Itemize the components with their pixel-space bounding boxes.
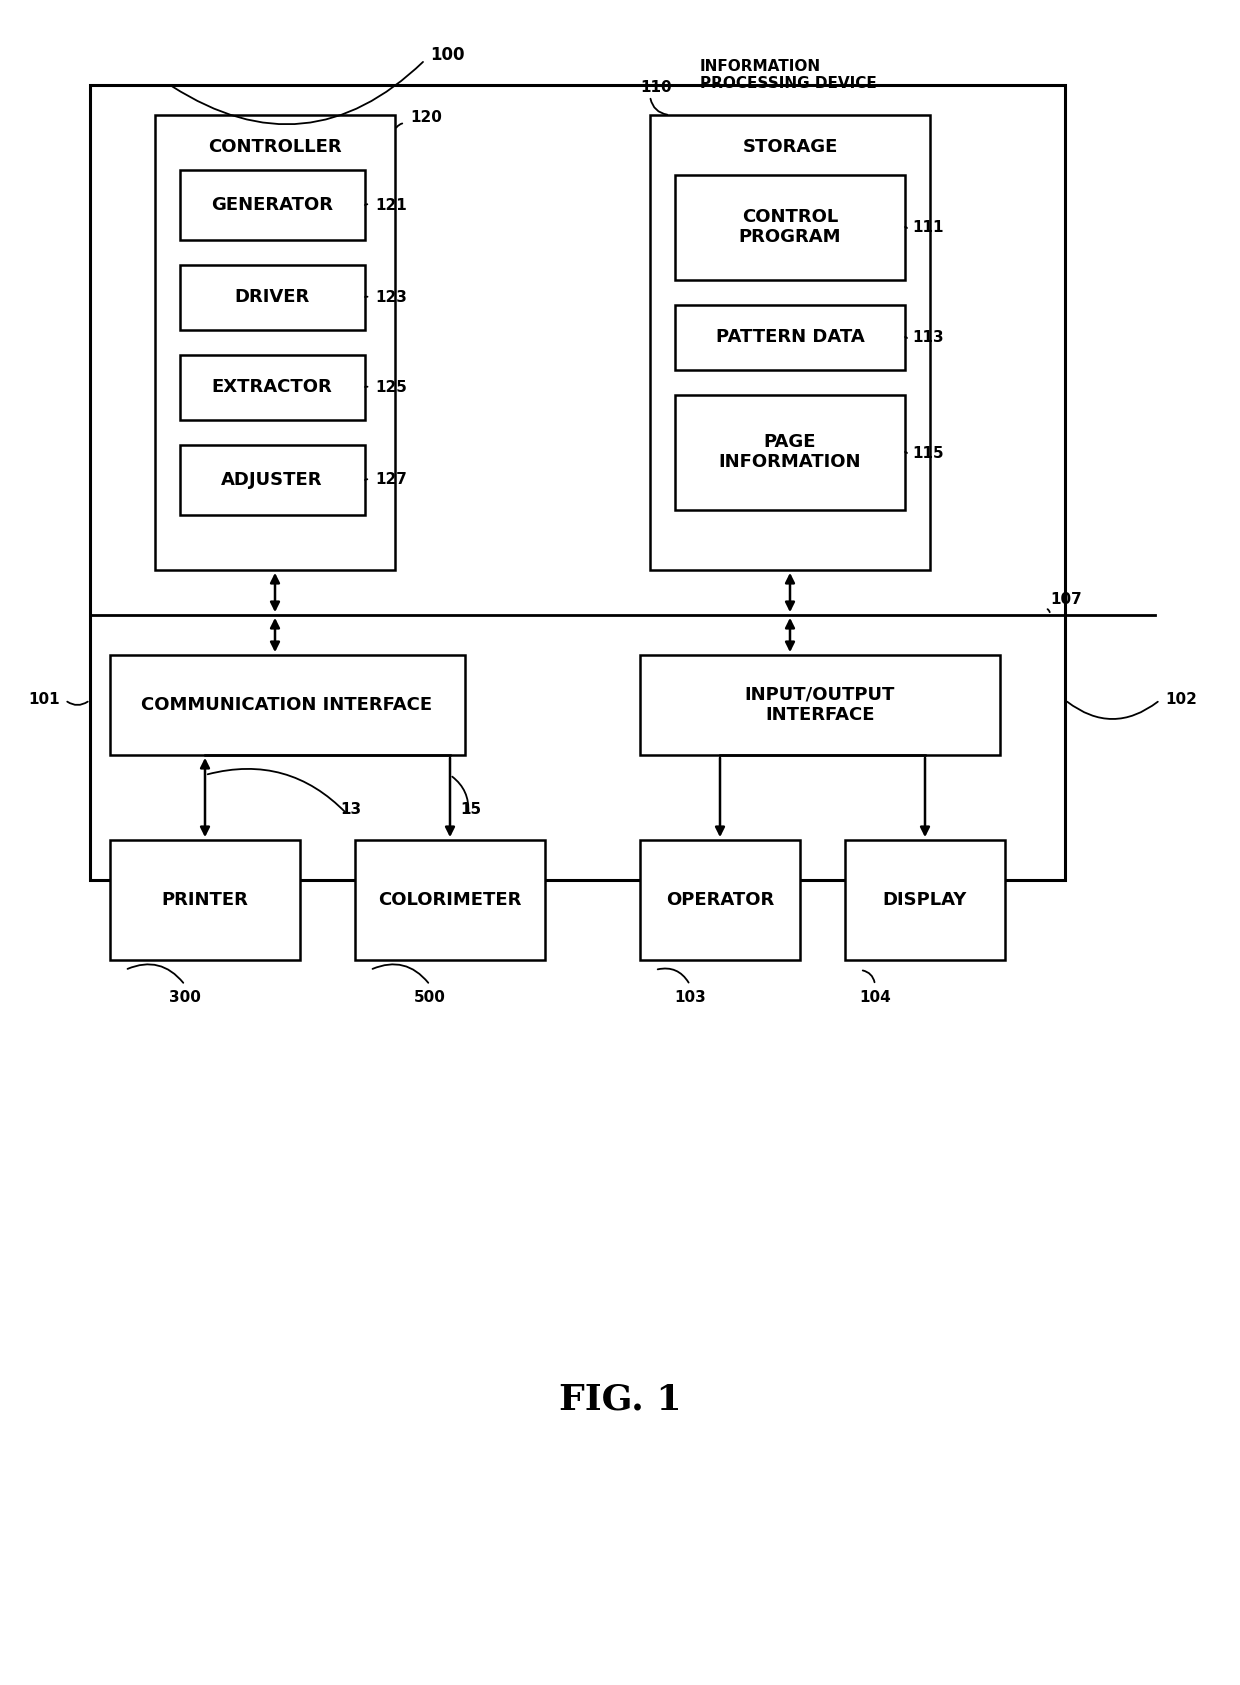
Text: EXTRACTOR: EXTRACTOR <box>212 377 332 396</box>
Text: PAGE
INFORMATION: PAGE INFORMATION <box>719 433 862 472</box>
Bar <box>675 175 905 280</box>
Text: 113: 113 <box>911 330 944 345</box>
Text: COLORIMETER: COLORIMETER <box>378 891 522 908</box>
Text: 127: 127 <box>374 472 407 487</box>
Text: 102: 102 <box>1166 693 1197 708</box>
Bar <box>675 305 905 371</box>
Text: 101: 101 <box>29 693 60 708</box>
Text: INPUT/OUTPUT
INTERFACE: INPUT/OUTPUT INTERFACE <box>745 686 895 725</box>
Text: 15: 15 <box>460 802 481 817</box>
Bar <box>675 394 905 511</box>
Text: CONTROL
PROGRAM: CONTROL PROGRAM <box>739 207 841 246</box>
Bar <box>180 356 365 420</box>
Bar <box>650 115 930 570</box>
Bar <box>110 655 465 755</box>
Text: STORAGE: STORAGE <box>743 138 838 157</box>
Text: DRIVER: DRIVER <box>234 288 310 307</box>
Bar <box>155 115 396 570</box>
Text: 13: 13 <box>340 802 361 817</box>
Text: OPERATOR: OPERATOR <box>666 891 774 908</box>
Text: GENERATOR: GENERATOR <box>211 195 334 214</box>
Text: 123: 123 <box>374 290 407 305</box>
Bar <box>640 655 999 755</box>
Text: 100: 100 <box>430 45 465 64</box>
Text: 300: 300 <box>169 991 201 1004</box>
Bar <box>110 841 300 960</box>
Text: 110: 110 <box>640 81 672 96</box>
Text: CONTROLLER: CONTROLLER <box>208 138 342 157</box>
Text: 111: 111 <box>911 221 944 236</box>
Bar <box>844 841 1004 960</box>
Text: 107: 107 <box>1050 593 1081 608</box>
Text: INFORMATION
PROCESSING DEVICE: INFORMATION PROCESSING DEVICE <box>701 59 877 91</box>
Bar <box>640 841 800 960</box>
Text: COMMUNICATION INTERFACE: COMMUNICATION INTERFACE <box>141 696 433 714</box>
Bar <box>180 265 365 330</box>
Text: 104: 104 <box>859 991 890 1004</box>
Text: 500: 500 <box>414 991 446 1004</box>
Text: 103: 103 <box>675 991 706 1004</box>
Text: ADJUSTER: ADJUSTER <box>221 472 322 489</box>
Text: FIG. 1: FIG. 1 <box>559 1383 681 1417</box>
Text: 125: 125 <box>374 381 407 396</box>
Text: 120: 120 <box>410 111 441 125</box>
Text: PRINTER: PRINTER <box>161 891 248 908</box>
Text: 115: 115 <box>911 445 944 460</box>
Text: 121: 121 <box>374 197 407 212</box>
Bar <box>180 445 365 516</box>
Bar <box>91 84 1065 880</box>
Bar <box>355 841 546 960</box>
Bar <box>180 170 365 239</box>
Text: DISPLAY: DISPLAY <box>883 891 967 908</box>
Text: PATTERN DATA: PATTERN DATA <box>715 329 864 345</box>
